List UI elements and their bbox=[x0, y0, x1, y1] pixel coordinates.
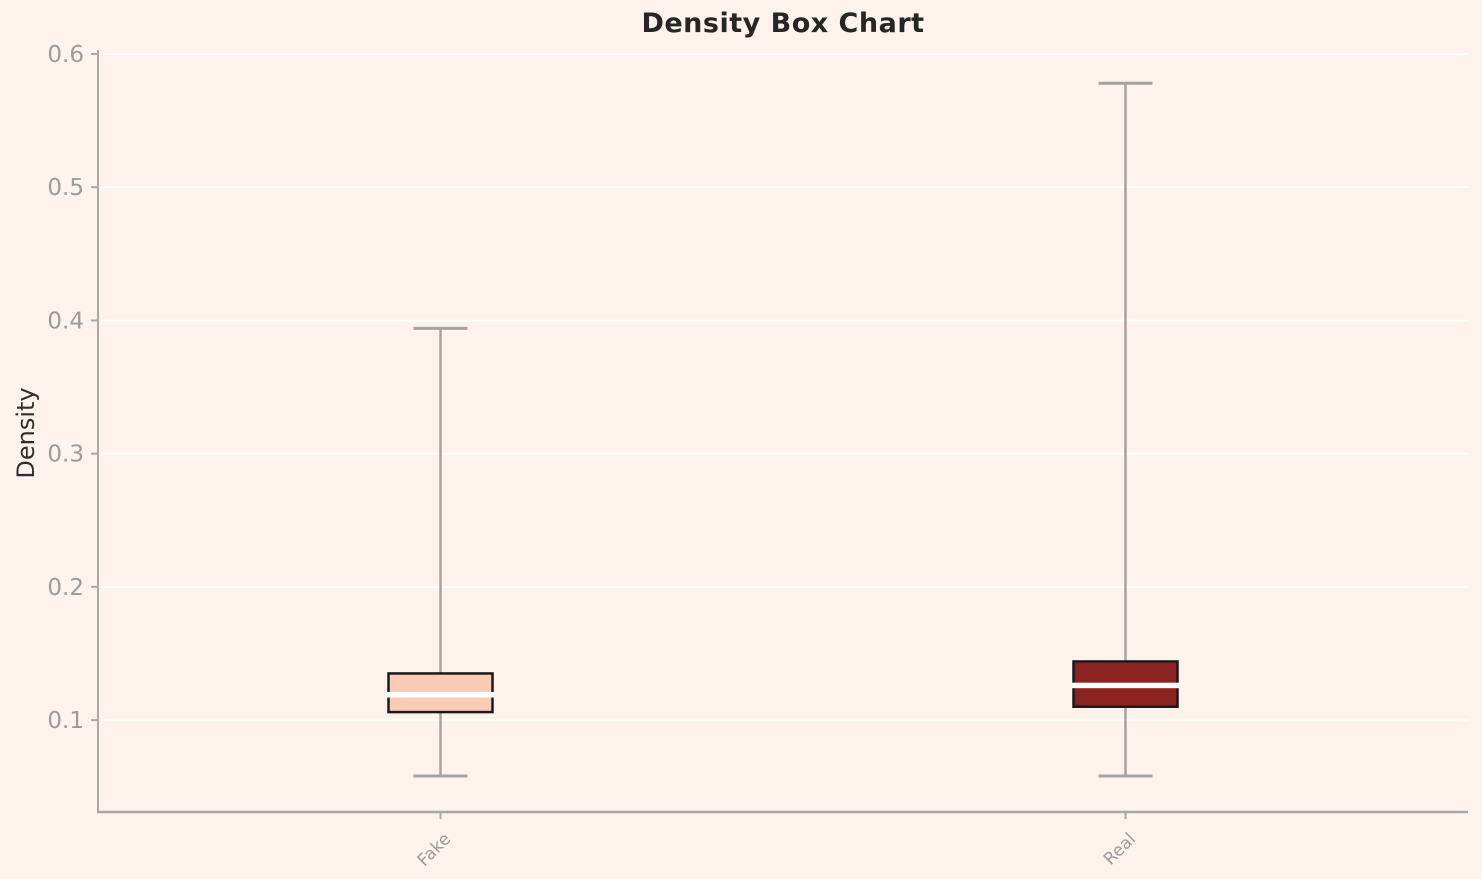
y-tick-label: 0.2 bbox=[47, 575, 84, 601]
x-tick-label: Fake bbox=[414, 829, 455, 870]
y-tick-label: 0.5 bbox=[47, 175, 84, 201]
y-tick-label: 0.6 bbox=[47, 42, 84, 68]
median-line-fake bbox=[387, 692, 494, 698]
y-tick-label: 0.4 bbox=[47, 308, 84, 334]
y-tick-label: 0.3 bbox=[47, 442, 84, 468]
chart-title: Density Box Chart bbox=[641, 8, 925, 39]
y-tick-label: 0.1 bbox=[47, 708, 84, 734]
median-line-real bbox=[1072, 682, 1179, 689]
x-tick-label: Real bbox=[1100, 829, 1140, 869]
